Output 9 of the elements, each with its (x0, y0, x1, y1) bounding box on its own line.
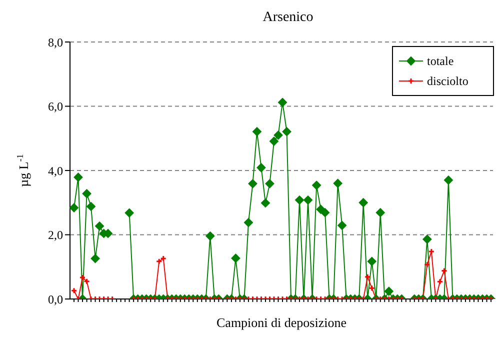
chart-title: Arsenico (262, 10, 314, 26)
y-tick-label: 4,0 (48, 164, 63, 178)
y-tick-label: 2,0 (48, 228, 63, 242)
x-axis-title: Campioni di deposizione (216, 315, 347, 330)
y-tick-label: 0,0 (48, 292, 63, 306)
y-tick-label: 6,0 (48, 100, 63, 114)
legend-label: disciolto (427, 74, 468, 88)
y-tick-label: 8,0 (48, 35, 63, 50)
legend-label: totale (427, 54, 454, 68)
